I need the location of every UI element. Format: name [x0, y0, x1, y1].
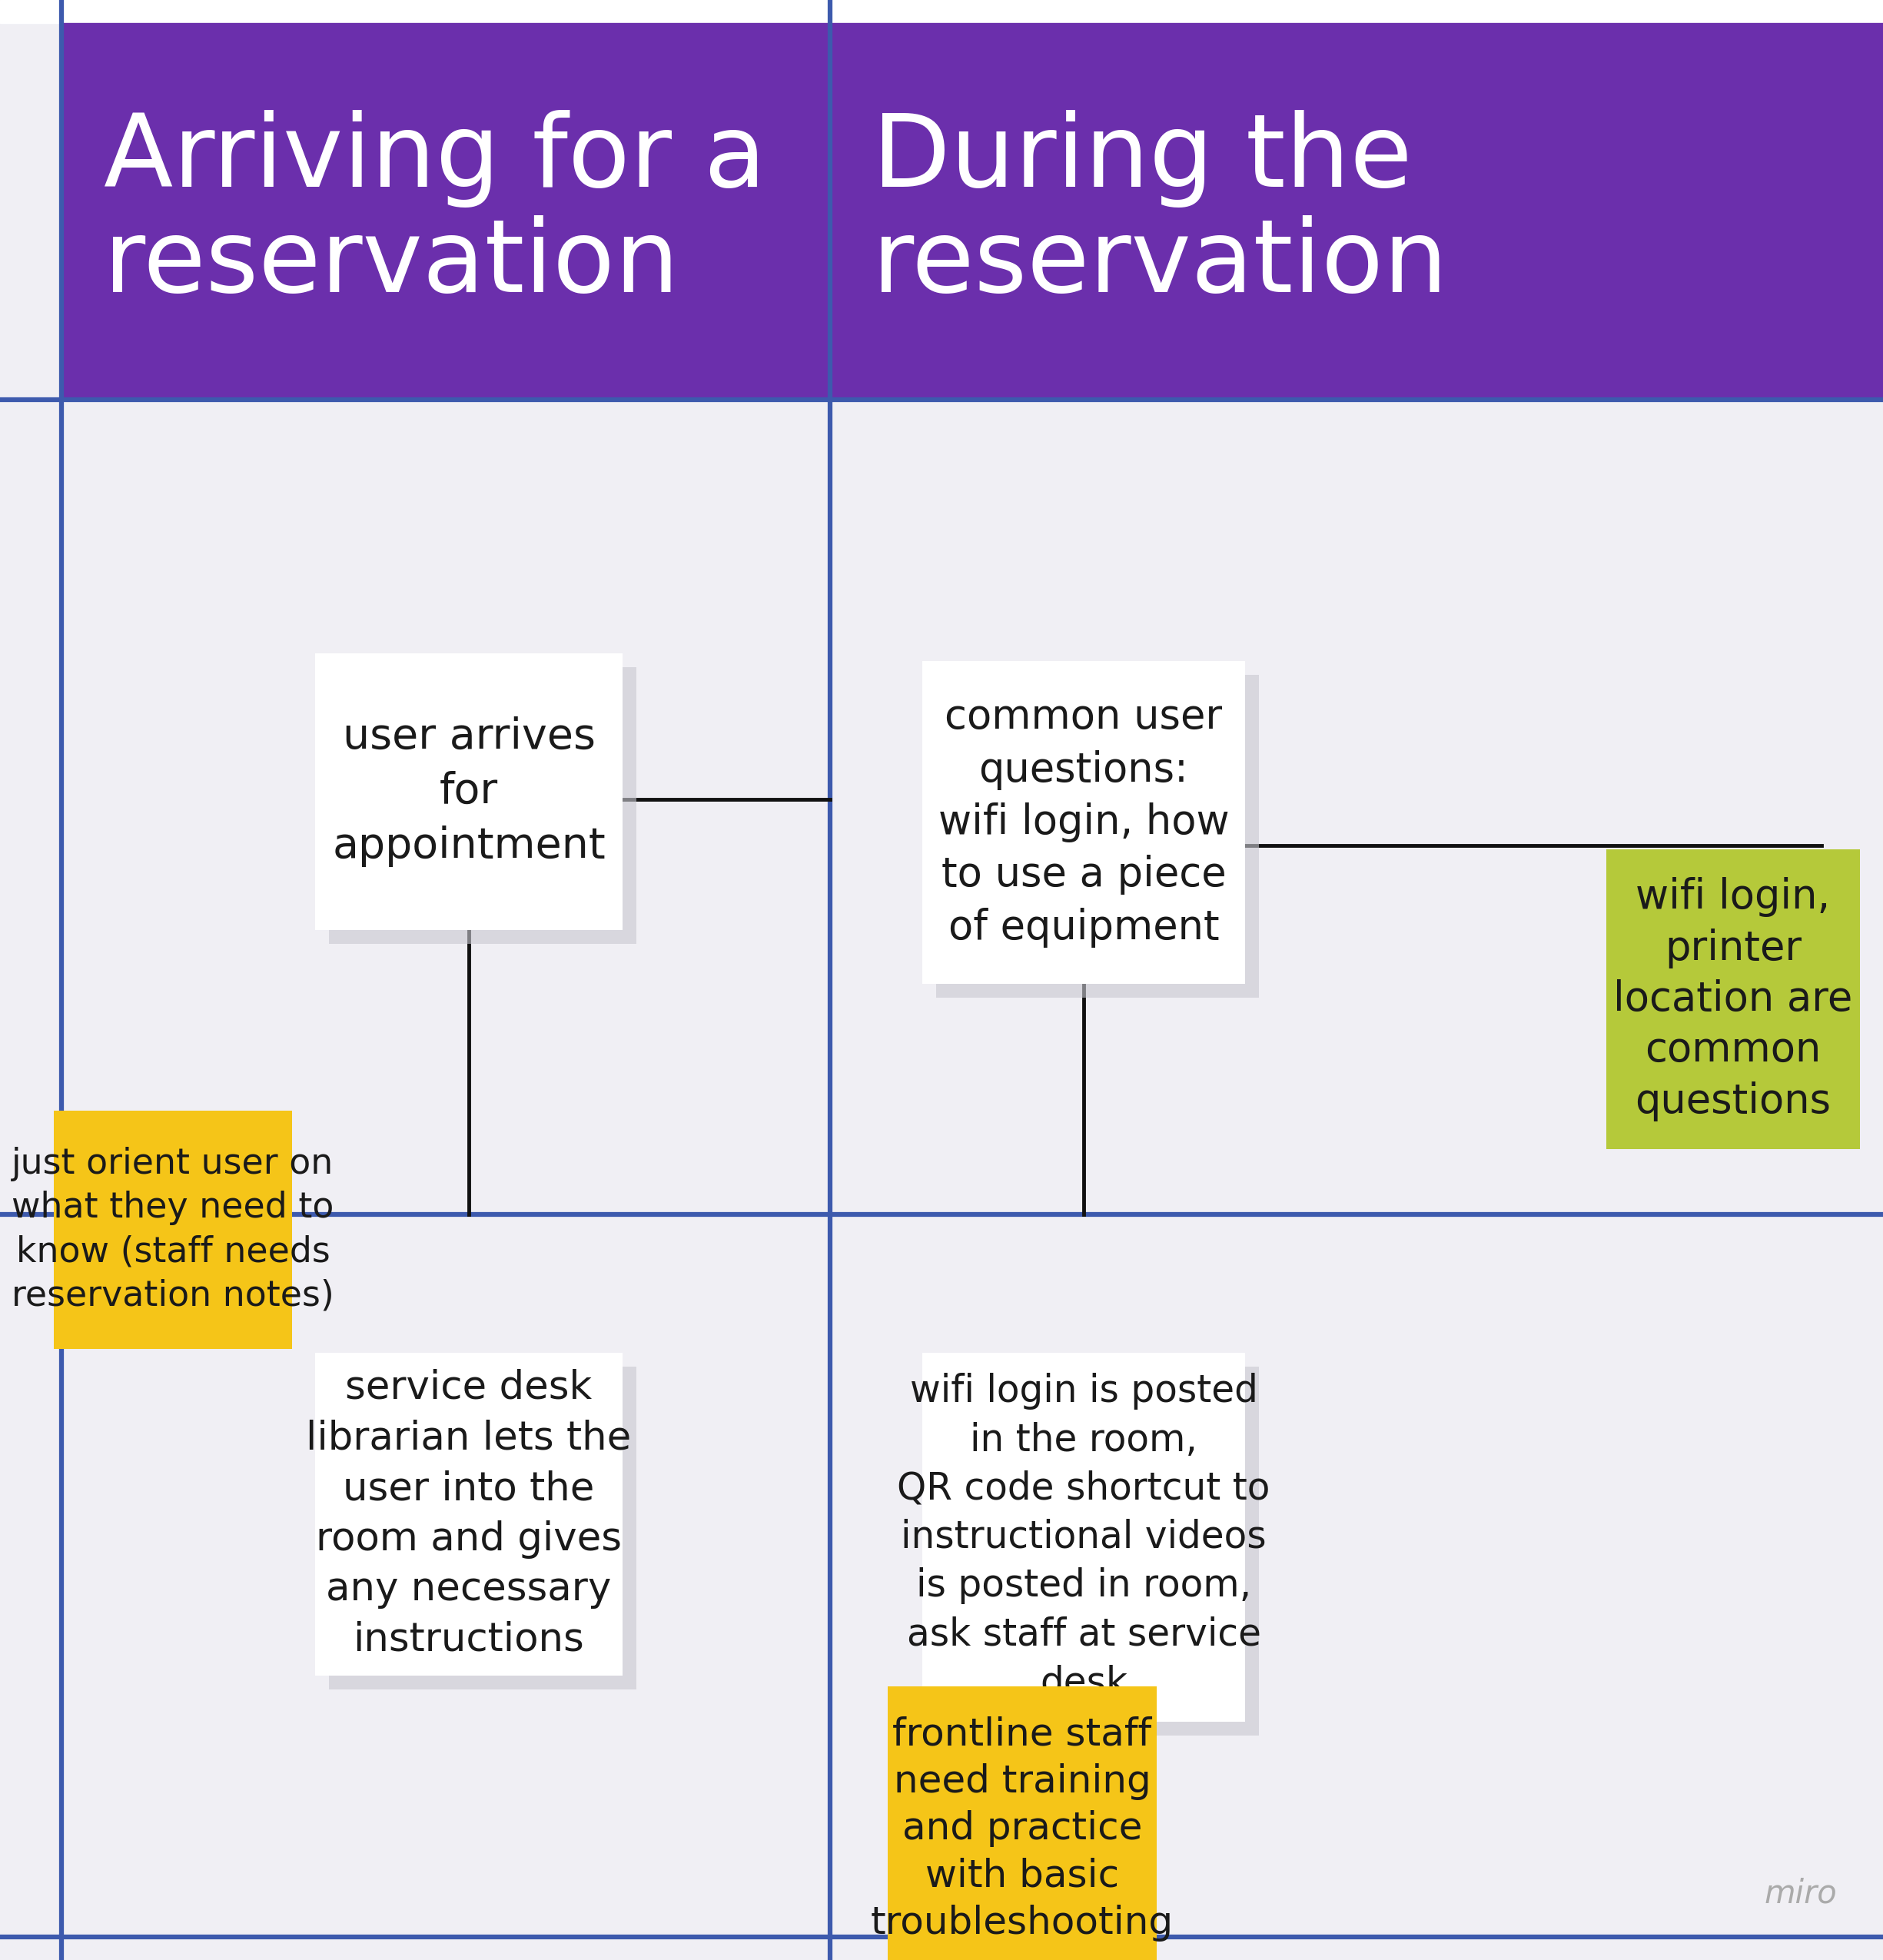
FancyBboxPatch shape	[314, 1352, 623, 1676]
FancyBboxPatch shape	[330, 1366, 636, 1690]
FancyBboxPatch shape	[923, 1352, 1245, 1721]
Bar	[62, 24, 830, 400]
Bar	[0, 0, 1883, 24]
FancyBboxPatch shape	[936, 674, 1260, 998]
FancyBboxPatch shape	[55, 1111, 292, 1348]
Bar	[830, 24, 1883, 400]
FancyBboxPatch shape	[1606, 849, 1860, 1149]
FancyBboxPatch shape	[330, 666, 636, 945]
Text: miro: miro	[1764, 1878, 1838, 1911]
FancyBboxPatch shape	[923, 661, 1245, 984]
Text: service desk
librarian lets the
user into the
room and gives
any necessary
instr: service desk librarian lets the user int…	[307, 1368, 631, 1660]
FancyBboxPatch shape	[314, 653, 623, 931]
Text: just orient user on
what they need to
know (staff needs
reservation notes): just orient user on what they need to kn…	[11, 1147, 335, 1313]
Text: frontline staff
need training
and practice
with basic
troubleshooting: frontline staff need training and practi…	[870, 1717, 1173, 1942]
FancyBboxPatch shape	[887, 1688, 1156, 1960]
Text: wifi login is posted
in the room,
QR code shortcut to
instructional videos
is po: wifi login is posted in the room, QR cod…	[896, 1374, 1271, 1701]
Text: During the
reservation: During the reservation	[872, 110, 1448, 314]
FancyBboxPatch shape	[936, 1366, 1260, 1735]
Text: user arrives
for
appointment: user arrives for appointment	[331, 717, 606, 866]
Text: common user
questions:
wifi login, how
to use a piece
of equipment: common user questions: wifi login, how t…	[938, 698, 1230, 947]
Text: wifi login,
printer
location are
common
questions: wifi login, printer location are common …	[1614, 878, 1853, 1121]
Text: Arriving for a
reservation: Arriving for a reservation	[104, 110, 766, 314]
